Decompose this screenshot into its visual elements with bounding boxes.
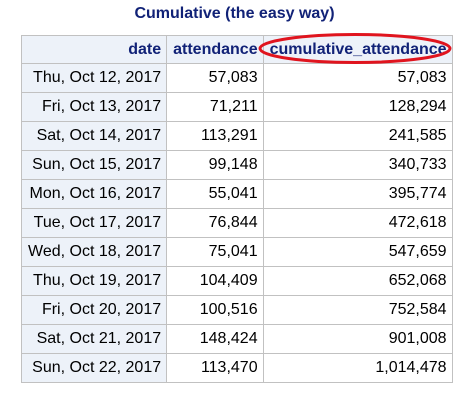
row-date: Fri, Oct 20, 2017 [20, 295, 168, 325]
table-row: Sat, Oct 14, 2017 113,291 241,585 [20, 121, 453, 151]
row-date: Thu, Oct 19, 2017 [20, 266, 168, 296]
column-header-attendance: attendance [166, 35, 264, 64]
row-date: Tue, Oct 17, 2017 [20, 208, 168, 238]
row-date: Thu, Oct 12, 2017 [20, 63, 168, 93]
row-cumulative-attendance: 241,585 [262, 121, 453, 151]
table-row: Wed, Oct 18, 2017 75,041 547,659 [20, 237, 453, 267]
table-row: Sun, Oct 15, 2017 99,148 340,733 [20, 150, 453, 180]
row-cumulative-attendance: 752,584 [262, 295, 453, 325]
attendance-table: date attendance cumulative_attendance Th… [20, 35, 453, 383]
row-date: Fri, Oct 13, 2017 [20, 92, 168, 122]
header-row: date attendance cumulative_attendance [20, 35, 453, 64]
row-cumulative-attendance: 57,083 [262, 63, 453, 93]
row-date: Sat, Oct 21, 2017 [20, 324, 168, 354]
table-row: Thu, Oct 12, 2017 57,083 57,083 [20, 63, 453, 93]
table-row: Fri, Oct 13, 2017 71,211 128,294 [20, 92, 453, 122]
table-row: Thu, Oct 19, 2017 104,409 652,068 [20, 266, 453, 296]
row-attendance: 100,516 [166, 295, 264, 325]
row-cumulative-attendance: 547,659 [262, 237, 453, 267]
table-row: Fri, Oct 20, 2017 100,516 752,584 [20, 295, 453, 325]
column-header-date: date [20, 35, 168, 64]
row-attendance: 55,041 [166, 179, 264, 209]
report-title: Cumulative (the easy way) [134, 5, 335, 22]
row-attendance: 104,409 [166, 266, 264, 296]
row-attendance: 71,211 [166, 92, 264, 122]
table-row: Sun, Oct 22, 2017 113,470 1,014,478 [20, 353, 453, 383]
table-row: Mon, Oct 16, 2017 55,041 395,774 [20, 179, 453, 209]
row-date: Sun, Oct 22, 2017 [20, 353, 168, 383]
row-attendance: 57,083 [166, 63, 264, 93]
row-date: Sun, Oct 15, 2017 [20, 150, 168, 180]
row-attendance: 148,424 [166, 324, 264, 354]
row-cumulative-attendance: 395,774 [262, 179, 453, 209]
row-date: Mon, Oct 16, 2017 [20, 179, 168, 209]
table-row: Sat, Oct 21, 2017 148,424 901,008 [20, 324, 453, 354]
row-attendance: 75,041 [166, 237, 264, 267]
row-cumulative-attendance: 128,294 [262, 92, 453, 122]
column-header-cumulative-attendance: cumulative_attendance [262, 35, 453, 64]
row-cumulative-attendance: 901,008 [262, 324, 453, 354]
row-cumulative-attendance: 340,733 [262, 150, 453, 180]
row-date: Sat, Oct 14, 2017 [20, 121, 168, 151]
row-date: Wed, Oct 18, 2017 [20, 237, 168, 267]
row-attendance: 76,844 [166, 208, 264, 238]
row-cumulative-attendance: 652,068 [262, 266, 453, 296]
row-attendance: 113,291 [166, 121, 264, 151]
row-cumulative-attendance: 1,014,478 [262, 353, 453, 383]
row-cumulative-attendance: 472,618 [262, 208, 453, 238]
row-attendance: 113,470 [166, 353, 264, 383]
row-attendance: 99,148 [166, 150, 264, 180]
table-row: Tue, Oct 17, 2017 76,844 472,618 [20, 208, 453, 238]
